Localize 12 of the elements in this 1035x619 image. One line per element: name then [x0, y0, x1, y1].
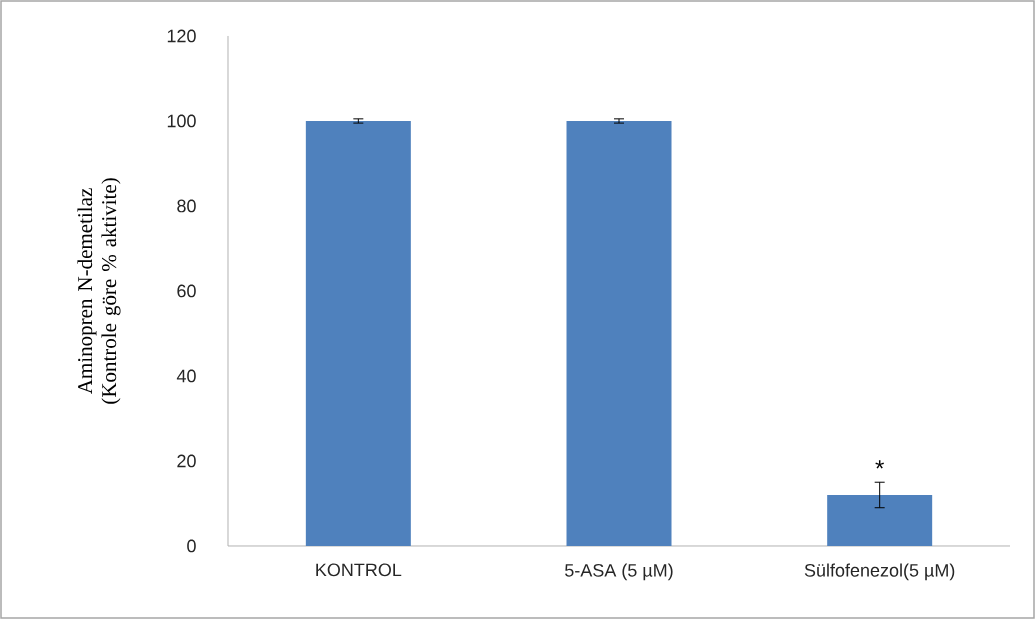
- y-axis-title: Aminopren N-demetilaz (Kontrole göre % aktivite): [77, 178, 121, 404]
- y-tick-label: 100: [167, 114, 196, 128]
- y-tick-label: 120: [167, 29, 196, 43]
- x-tick-label: Sülfofenezol(5 µM): [804, 563, 955, 581]
- y-tick-label: 60: [177, 284, 196, 298]
- y-tick-label: 20: [177, 454, 196, 468]
- x-tick-label: 5-ASA (5 µM): [565, 563, 673, 581]
- annotation: *: [875, 460, 884, 469]
- x-tick-label: KONTROL: [316, 563, 402, 577]
- y-tick-label: 0: [187, 539, 196, 553]
- y-tick-label: 80: [177, 199, 196, 213]
- y-tick-label: 40: [176, 369, 196, 383]
